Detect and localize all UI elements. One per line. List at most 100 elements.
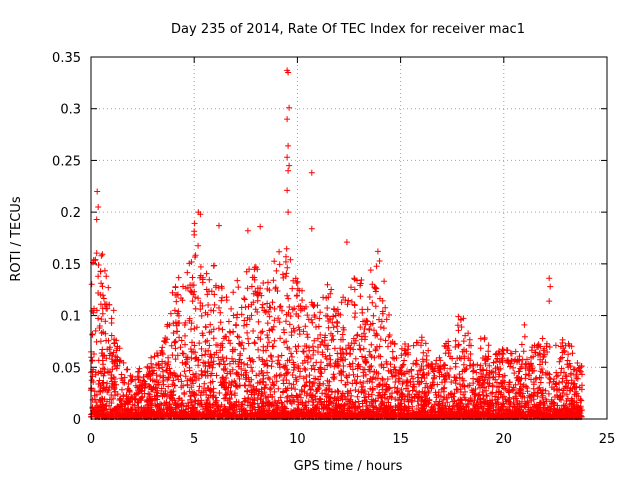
- roti-point: [203, 270, 210, 277]
- roti-point: [232, 383, 239, 390]
- roti-point: [398, 407, 405, 414]
- roti-point: [288, 392, 295, 399]
- roti-point: [259, 301, 266, 308]
- roti-point: [213, 397, 220, 404]
- roti-point: [181, 368, 188, 375]
- roti-point: [217, 379, 224, 386]
- roti-point: [204, 311, 211, 318]
- roti-point: [288, 400, 295, 407]
- roti-point: [198, 345, 205, 352]
- roti-point: [242, 376, 249, 383]
- roti-point: [265, 279, 271, 286]
- roti-point: [210, 262, 217, 269]
- roti-point: [542, 359, 549, 366]
- roti-point: [412, 360, 419, 367]
- roti-point: [455, 327, 462, 334]
- roti-point: [520, 411, 527, 417]
- roti-point: [437, 393, 444, 400]
- roti-point: [170, 330, 177, 336]
- y-tick-label: 0: [73, 413, 81, 428]
- roti-point: [577, 368, 584, 375]
- roti-point: [172, 405, 179, 412]
- roti-point: [338, 409, 345, 416]
- roti-point: [311, 337, 318, 344]
- roti-point: [323, 405, 330, 412]
- roti-point: [236, 334, 242, 341]
- roti-point: [578, 407, 585, 414]
- roti-point: [98, 370, 105, 377]
- roti-point: [201, 380, 208, 387]
- roti-point: [548, 406, 554, 413]
- roti-point: [340, 363, 347, 369]
- roti-point: [530, 381, 537, 388]
- roti-point: [226, 360, 233, 367]
- roti-point: [431, 365, 438, 372]
- roti-point: [218, 297, 225, 304]
- roti-point: [515, 389, 521, 396]
- roti-point: [98, 252, 105, 259]
- roti-point: [379, 386, 386, 393]
- roti-point: [100, 365, 106, 372]
- roti-point: [414, 398, 421, 405]
- roti-point: [340, 324, 347, 331]
- roti-point: [340, 351, 347, 358]
- roti-point: [180, 350, 187, 357]
- roti-point: [211, 291, 218, 298]
- roti-point: [518, 361, 525, 368]
- roti-point: [522, 365, 529, 372]
- roti-point: [168, 389, 175, 395]
- roti-point: [369, 403, 376, 410]
- roti-point: [470, 368, 476, 375]
- roti-point: [302, 382, 308, 389]
- roti-point: [120, 393, 127, 400]
- roti-point: [262, 360, 269, 367]
- roti-point: [238, 311, 245, 318]
- roti-point: [308, 299, 315, 306]
- roti-point: [110, 349, 117, 356]
- roti-point: [188, 355, 195, 362]
- roti-point: [372, 288, 379, 295]
- roti-point: [189, 339, 195, 346]
- roti-point: [277, 303, 284, 310]
- y-tick-label: 0.05: [52, 361, 81, 376]
- roti-point: [92, 327, 99, 334]
- roti-point: [577, 396, 584, 403]
- roti-point: [571, 380, 578, 387]
- roti-point: [402, 341, 408, 347]
- roti-point: [370, 312, 377, 319]
- roti-point: [248, 283, 255, 290]
- roti-point: [159, 364, 166, 371]
- roti-point: [178, 384, 185, 391]
- roti-point: [282, 362, 289, 369]
- roti-point: [142, 381, 149, 388]
- roti-point: [276, 248, 283, 255]
- roti-point: [93, 410, 99, 417]
- roti-point: [121, 405, 128, 412]
- roti-point: [528, 407, 535, 414]
- roti-point: [503, 347, 510, 353]
- roti-point: [289, 372, 296, 378]
- roti-point: [112, 353, 119, 360]
- roti-point: [110, 395, 117, 402]
- roti-point: [207, 321, 214, 328]
- roti-point: [263, 381, 269, 388]
- roti-point: [309, 319, 316, 326]
- roti-point: [240, 345, 247, 352]
- roti-point: [354, 393, 361, 400]
- roti-point: [230, 312, 237, 319]
- roti-point: [99, 251, 106, 258]
- roti-point: [447, 353, 454, 360]
- roti-point: [125, 381, 132, 387]
- roti-point: [566, 387, 573, 394]
- roti-point: [399, 362, 406, 369]
- roti-point: [204, 407, 211, 414]
- roti-point: [400, 361, 407, 368]
- roti-point: [563, 391, 570, 398]
- roti-point: [111, 378, 118, 385]
- roti-point: [180, 402, 187, 409]
- roti-point: [291, 413, 298, 419]
- roti-point: [219, 294, 225, 301]
- roti-point: [111, 340, 118, 347]
- roti-point: [287, 256, 294, 263]
- roti-point: [238, 359, 245, 366]
